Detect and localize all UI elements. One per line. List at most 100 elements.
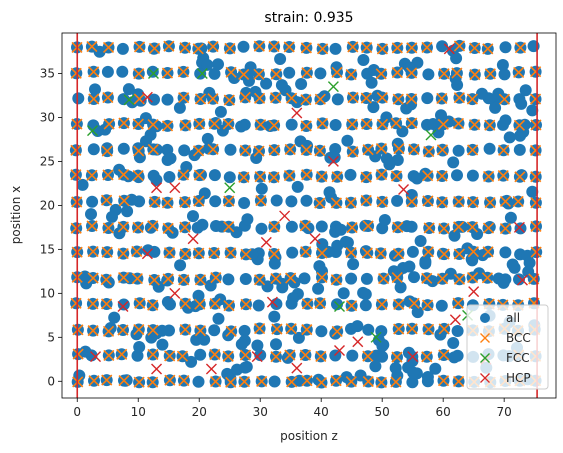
point-bcc <box>468 119 481 131</box>
point-bcc <box>469 69 481 81</box>
legend-item-fcc: FCC <box>480 351 530 365</box>
point-bcc <box>101 298 113 310</box>
point-all <box>496 59 509 71</box>
point-all <box>300 194 313 207</box>
point-bcc <box>467 144 479 156</box>
point-bcc <box>72 348 84 360</box>
point-all <box>341 134 354 147</box>
point-all <box>312 282 325 295</box>
point-hcp <box>443 43 455 55</box>
point-all <box>133 341 146 353</box>
point-all <box>387 265 400 278</box>
point-bcc <box>103 118 115 130</box>
point-all <box>150 143 163 156</box>
x-tick-label: 30 <box>253 405 268 419</box>
point-bcc <box>162 222 174 234</box>
point-all <box>208 67 221 80</box>
point-hcp <box>513 221 525 233</box>
point-bcc <box>284 143 296 155</box>
point-all <box>204 279 217 292</box>
point-bcc <box>253 68 265 80</box>
point-all <box>526 185 539 198</box>
point-bcc <box>314 93 326 105</box>
point-bcc <box>207 40 219 53</box>
point-bcc <box>193 195 205 207</box>
point-all <box>456 220 469 233</box>
point-bcc <box>408 297 420 309</box>
point-all <box>389 362 402 375</box>
point-all <box>408 271 420 284</box>
point-bcc <box>194 325 206 337</box>
point-all <box>119 374 132 387</box>
point-all <box>506 258 519 271</box>
point-bcc <box>513 66 525 78</box>
legend: all BCC FCC HCP <box>466 304 549 390</box>
point-all <box>117 298 130 311</box>
point-bcc <box>346 300 358 312</box>
point-all <box>421 92 434 105</box>
point-bcc <box>482 222 495 234</box>
point-all <box>471 228 484 240</box>
point-hcp <box>309 233 321 245</box>
point-bcc <box>530 144 542 156</box>
point-all <box>499 246 512 259</box>
point-bcc <box>421 41 433 54</box>
point-all <box>268 375 281 388</box>
point-fcc <box>123 94 135 106</box>
point-hcp <box>327 155 339 167</box>
point-all <box>414 235 427 247</box>
point-all <box>255 182 268 195</box>
point-all <box>375 325 388 338</box>
point-all <box>315 220 328 233</box>
point-bcc <box>360 194 372 207</box>
point-all <box>150 174 163 186</box>
point-all <box>212 312 225 325</box>
point-all <box>391 194 404 207</box>
point-bcc <box>254 322 266 335</box>
point-bcc <box>376 169 388 181</box>
point-bcc <box>345 247 357 259</box>
point-bcc <box>301 375 313 387</box>
point-all <box>89 83 101 96</box>
point-all <box>212 58 224 71</box>
point-bcc <box>421 299 434 311</box>
point-bcc <box>529 93 542 105</box>
point-bcc <box>362 144 374 156</box>
point-all <box>489 101 502 114</box>
point-all <box>497 276 510 289</box>
point-all <box>195 168 207 181</box>
point-hcp <box>449 314 461 326</box>
point-all <box>378 214 391 226</box>
point-all <box>224 143 237 156</box>
point-bcc <box>362 375 374 388</box>
point-bcc <box>268 221 280 233</box>
point-all <box>286 246 299 259</box>
point-bcc <box>498 93 510 105</box>
legend-label: FCC <box>506 351 530 365</box>
point-bcc <box>118 195 130 207</box>
point-all <box>194 348 207 361</box>
point-bcc <box>194 274 207 286</box>
point-all <box>411 172 423 185</box>
point-all <box>106 210 118 223</box>
point-all <box>315 325 328 338</box>
point-all <box>403 61 416 74</box>
point-all <box>434 328 447 341</box>
y-tick-label: 0 <box>47 374 55 388</box>
point-all <box>513 273 525 286</box>
point-all <box>291 96 303 109</box>
point-bcc <box>452 117 465 130</box>
point-all <box>250 152 263 164</box>
point-all <box>238 324 251 337</box>
point-bcc <box>179 248 191 260</box>
point-all <box>421 371 434 383</box>
point-hcp <box>516 274 528 286</box>
point-bcc <box>285 272 297 284</box>
point-bcc <box>300 120 312 132</box>
point-all <box>198 187 211 200</box>
point-bcc <box>375 247 387 259</box>
point-all <box>451 169 463 182</box>
point-bcc <box>361 42 373 54</box>
point-bcc <box>86 220 98 232</box>
point-bcc <box>300 94 312 106</box>
